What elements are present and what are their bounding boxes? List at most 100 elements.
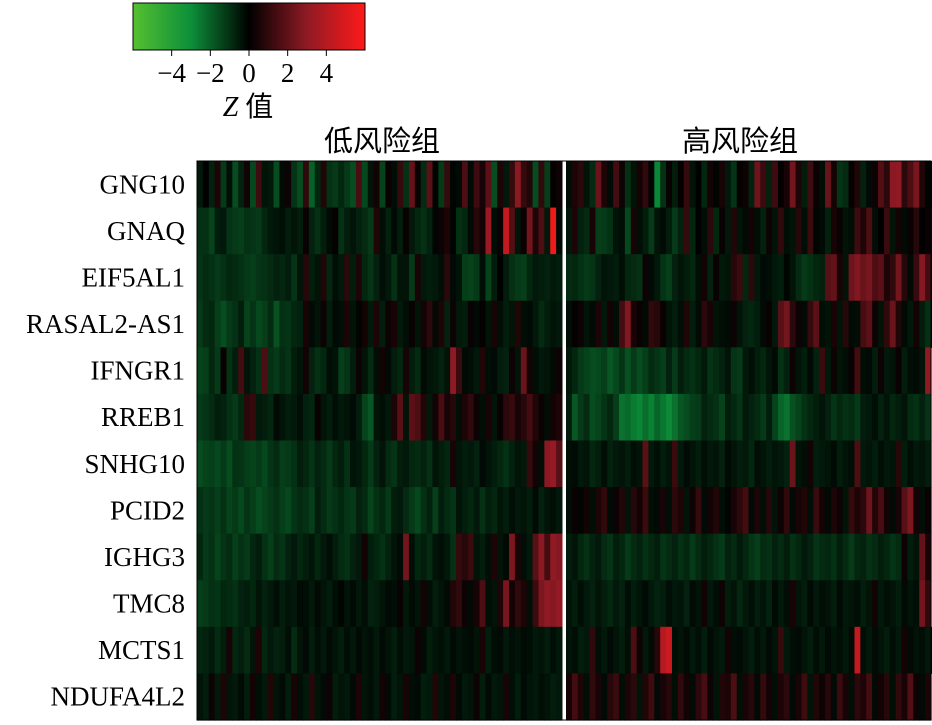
heatmap-cell xyxy=(385,347,392,395)
heatmap-cell xyxy=(683,440,691,488)
heatmap-cell xyxy=(854,580,861,628)
heatmap-cell xyxy=(285,487,292,535)
heatmap-cell xyxy=(860,347,867,395)
heatmap-cell xyxy=(226,300,233,348)
heatmap-cell xyxy=(571,533,579,581)
heatmap-cell xyxy=(461,347,469,395)
heatmap-cell xyxy=(238,254,245,302)
heatmap-cell xyxy=(819,626,826,675)
heatmap-cell xyxy=(878,300,885,348)
heatmap-cell xyxy=(713,347,720,395)
heatmap-cell xyxy=(907,254,914,302)
heatmap-cell xyxy=(842,533,850,581)
heatmap-cell xyxy=(883,533,891,581)
heatmap-cell xyxy=(748,440,755,488)
heatmap-cell xyxy=(202,533,210,581)
heatmap-cell xyxy=(819,533,826,581)
heatmap-cell xyxy=(467,161,475,209)
heatmap-cell xyxy=(302,533,310,581)
heatmap-cell xyxy=(255,580,263,628)
heatmap-cell xyxy=(848,533,856,581)
heatmap-cell xyxy=(724,487,732,535)
heatmap-cell xyxy=(420,254,428,302)
heatmap-cell xyxy=(583,440,591,488)
heatmap-cell xyxy=(520,487,528,535)
heatmap-cell xyxy=(332,254,339,302)
heatmap-cell xyxy=(385,626,392,675)
heatmap-cell xyxy=(397,300,404,348)
heatmap-cell xyxy=(777,300,785,348)
heatmap-cell xyxy=(497,487,504,535)
heatmap-cell xyxy=(913,673,920,721)
heatmap-cell xyxy=(689,161,697,209)
heatmap-cell xyxy=(302,347,310,395)
heatmap-cell xyxy=(450,393,457,442)
heatmap-cell xyxy=(677,254,685,302)
heatmap-cell xyxy=(238,487,245,535)
heatmap-cell xyxy=(403,207,410,255)
heatmap-cell xyxy=(695,487,703,535)
heatmap-cell xyxy=(391,440,398,488)
heatmap-cell xyxy=(249,673,257,721)
heatmap-cell xyxy=(730,673,738,721)
heatmap-cell xyxy=(550,161,557,209)
heatmap-cell xyxy=(291,580,298,628)
heatmap-cell xyxy=(367,580,375,628)
heatmap-cell xyxy=(391,673,398,721)
heatmap-cell xyxy=(866,487,873,535)
heatmap-cell xyxy=(273,347,281,395)
heatmap-cell xyxy=(408,347,416,395)
heatmap-cell xyxy=(297,300,304,348)
heatmap-cell xyxy=(583,254,591,302)
heatmap-cell xyxy=(830,347,838,395)
heatmap-cell xyxy=(438,580,445,628)
heatmap-cell xyxy=(208,207,216,255)
heatmap-cell xyxy=(408,161,416,209)
heatmap-cell xyxy=(444,207,451,255)
heatmap-cell xyxy=(660,626,667,675)
heatmap-cell xyxy=(450,487,457,535)
heatmap-cell xyxy=(532,207,540,255)
heatmap-cell xyxy=(819,673,826,721)
heatmap-cell xyxy=(613,580,620,628)
heatmap-cell xyxy=(208,533,216,581)
heatmap-cell xyxy=(742,533,750,581)
heatmap-cell xyxy=(414,254,422,302)
heatmap-cell xyxy=(618,161,626,209)
heatmap-cell xyxy=(373,347,381,395)
heatmap-cell xyxy=(842,580,850,628)
heatmap-cell xyxy=(391,207,398,255)
colorbar xyxy=(132,2,366,51)
heatmap-cell xyxy=(397,347,404,395)
heatmap-cell xyxy=(872,161,879,209)
heatmap-cell xyxy=(267,300,275,348)
heatmap-cell xyxy=(872,207,879,255)
heatmap-cell xyxy=(571,673,579,721)
heatmap-cell xyxy=(772,207,779,255)
heatmap-cell xyxy=(772,300,779,348)
heatmap-cell xyxy=(660,300,667,348)
heatmap-cell xyxy=(760,207,767,255)
heatmap-cell xyxy=(350,300,357,348)
heatmap-cell xyxy=(473,440,481,488)
heatmap-cell xyxy=(538,161,545,209)
heatmap-cell xyxy=(583,207,591,255)
heatmap-cell xyxy=(895,254,903,302)
heatmap-cell xyxy=(671,347,679,395)
heatmap-cell xyxy=(607,347,614,395)
heatmap-cell xyxy=(479,300,487,348)
heatmap-cell xyxy=(338,580,345,628)
heatmap-cell xyxy=(408,673,416,721)
heatmap-cell xyxy=(813,161,820,209)
heatmap-cell xyxy=(707,487,714,535)
heatmap-cell xyxy=(550,300,557,348)
heatmap-cell xyxy=(255,393,263,442)
heatmap-cell xyxy=(748,300,755,348)
heatmap-cell xyxy=(491,161,498,209)
heatmap-cell xyxy=(261,626,269,675)
heatmap-cell xyxy=(532,580,540,628)
heatmap-cell xyxy=(683,580,691,628)
heatmap-cell xyxy=(583,580,591,628)
heatmap-cell xyxy=(878,207,885,255)
heatmap-cell xyxy=(577,487,585,535)
